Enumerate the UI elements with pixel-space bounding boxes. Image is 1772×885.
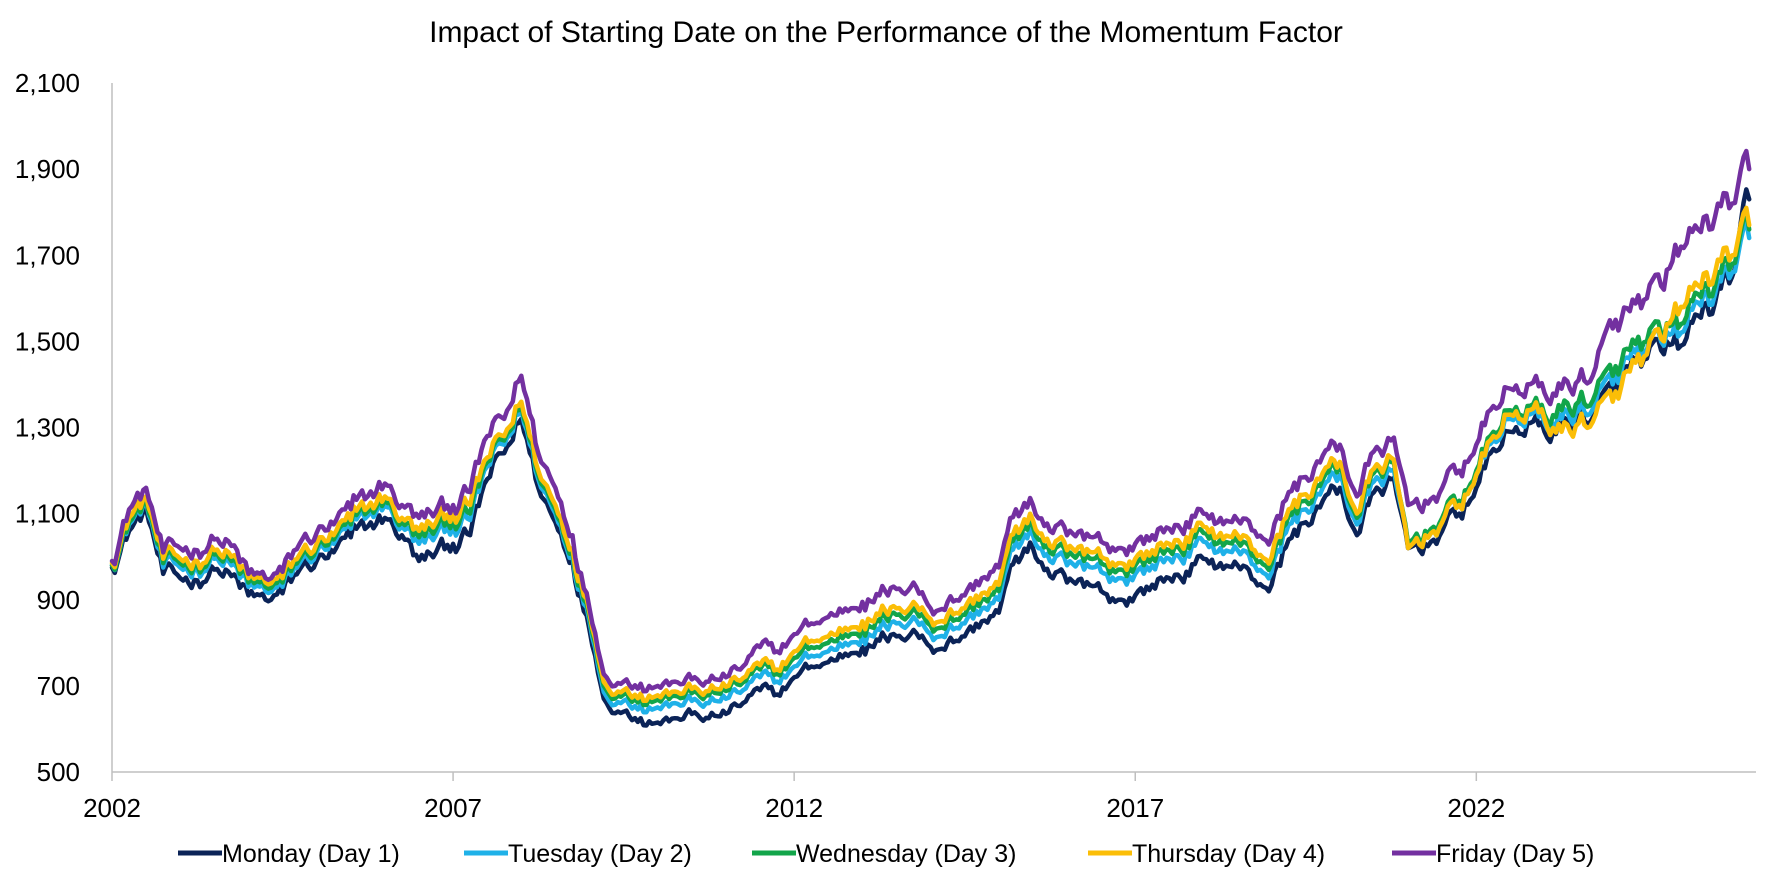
series-line-wednesday bbox=[109, 210, 1752, 708]
series-line-tuesday bbox=[109, 219, 1752, 715]
x-tick-label: 2012 bbox=[765, 793, 823, 823]
x-tick-label: 2017 bbox=[1106, 793, 1164, 823]
y-tick-label: 2,100 bbox=[15, 68, 80, 98]
axes-layer: 500 700 900 1,100 1,300 1,500 1,700 1,900 2,100 2… bbox=[15, 68, 1756, 823]
legend-layer: Monday (Day 1) Tuesday (Day 2) Wednesday (… bbox=[178, 840, 1594, 868]
series-layer bbox=[109, 148, 1752, 728]
series-line-thursday bbox=[109, 205, 1752, 704]
y-tick-label: 1,100 bbox=[15, 499, 80, 529]
legend-label-tuesday: Tuesday (Day 2) bbox=[508, 840, 692, 868]
y-tick-label: 1,300 bbox=[15, 413, 80, 443]
legend-label-monday: Monday (Day 1) bbox=[222, 840, 400, 868]
y-tick-label: 700 bbox=[37, 671, 80, 701]
legend-label-thursday: Thursday (Day 4) bbox=[1132, 840, 1325, 868]
series-line-monday bbox=[109, 187, 1752, 728]
y-tick-label: 500 bbox=[37, 757, 80, 787]
x-tick-label: 2022 bbox=[1447, 793, 1505, 823]
y-tick-label: 1,900 bbox=[15, 154, 80, 184]
x-tick-label: 2007 bbox=[424, 793, 482, 823]
y-tick-label: 1,500 bbox=[15, 326, 80, 356]
series-line-friday bbox=[109, 148, 1752, 694]
y-tick-label: 1,700 bbox=[15, 240, 80, 270]
chart-title: Impact of Starting Date on the Performan… bbox=[429, 16, 1343, 49]
legend-label-friday: Friday (Day 5) bbox=[1436, 840, 1594, 868]
y-tick-label: 900 bbox=[37, 585, 80, 615]
legend-label-wednesday: Wednesday (Day 3) bbox=[796, 840, 1016, 868]
x-tick-label: 2002 bbox=[83, 793, 141, 823]
